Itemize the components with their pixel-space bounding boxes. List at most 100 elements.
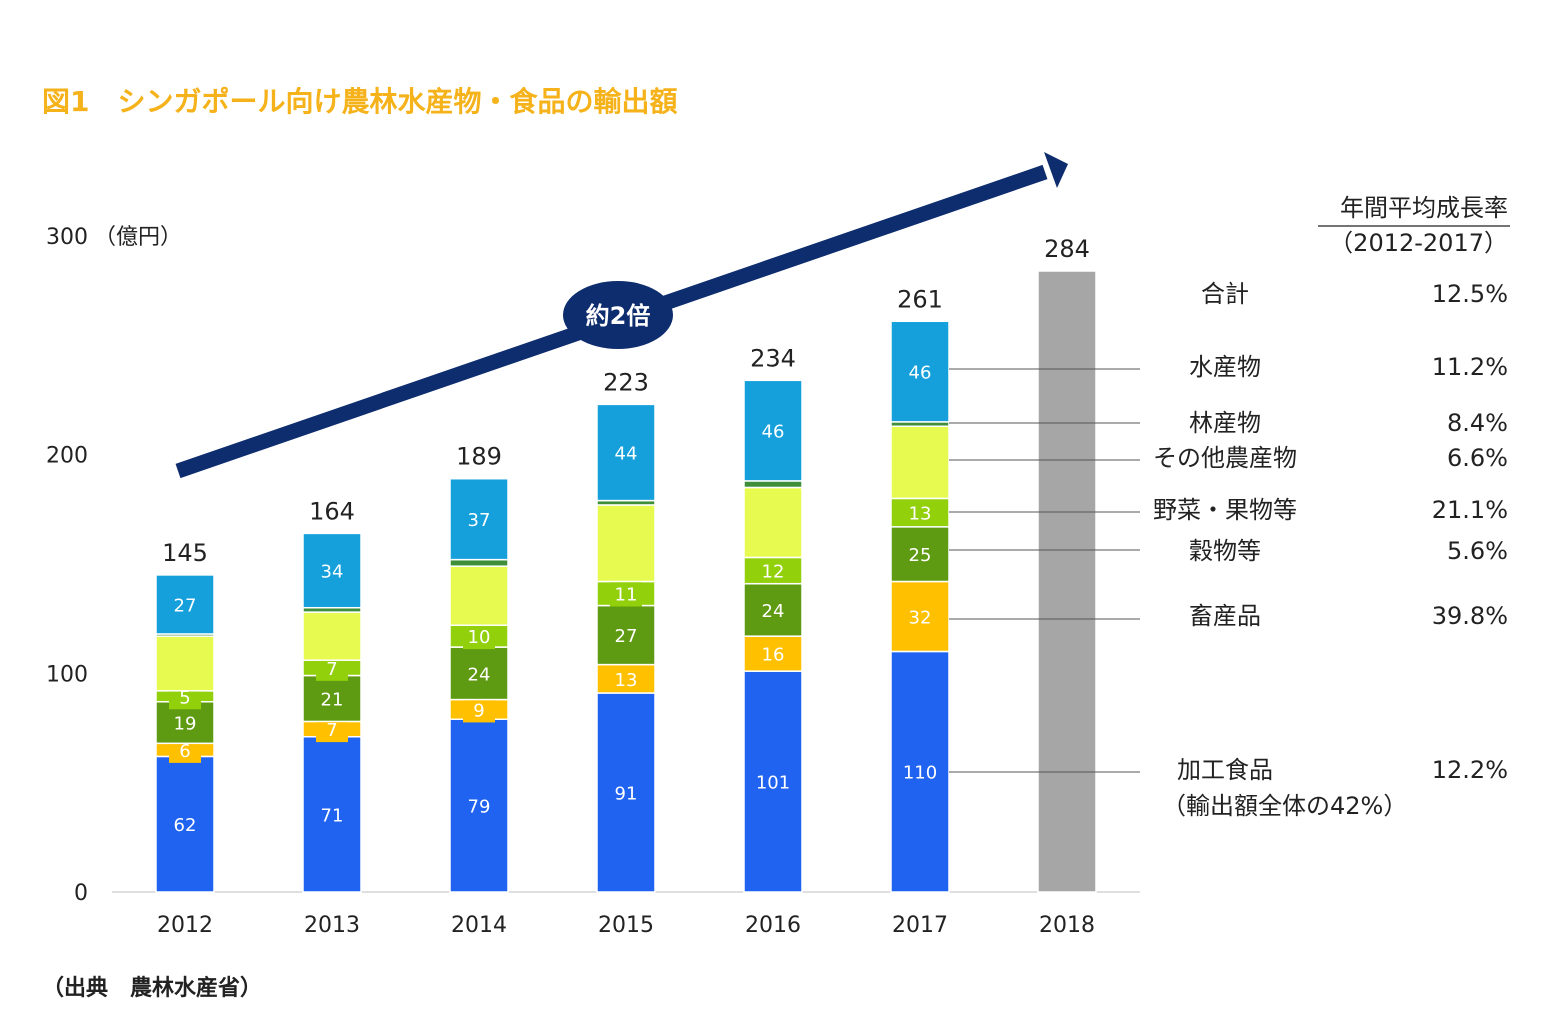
y-axis: 0 100 200 300 （億円） 2012 2013 2014 2015 2016 2017 20… xyxy=(46,225,1140,938)
bar-segment xyxy=(1037,270,1097,893)
bar-segment xyxy=(743,635,803,672)
bar-segment xyxy=(890,497,950,528)
data-label: 110 xyxy=(903,763,937,784)
data-label: 46 xyxy=(909,363,932,384)
data-label: 16 xyxy=(762,645,785,666)
bar-segment xyxy=(596,403,656,502)
table-period: （2012-2017） xyxy=(1329,229,1508,257)
table-row-rate: 39.8% xyxy=(1432,602,1508,630)
table-row-name: 水産物 xyxy=(1189,353,1261,381)
data-label: 27 xyxy=(615,626,638,647)
x-tick-label: 2017 xyxy=(892,913,948,938)
leader-lines xyxy=(949,368,1140,773)
table-row-rate: 21.1% xyxy=(1432,496,1508,524)
data-label: 25 xyxy=(909,545,932,566)
data-label: 44 xyxy=(615,443,638,464)
data-label: 91 xyxy=(615,784,638,805)
data-label: 10 xyxy=(468,627,491,648)
bar-segment xyxy=(743,670,803,893)
bar-segment xyxy=(449,558,509,567)
bar-segment xyxy=(155,755,215,893)
data-label: 62 xyxy=(174,815,197,836)
x-tick-label: 2018 xyxy=(1039,913,1095,938)
bar-segment xyxy=(596,663,656,694)
bar-segment xyxy=(743,582,803,637)
data-label: 24 xyxy=(468,664,491,685)
bar-segment xyxy=(155,635,215,692)
arrow-head xyxy=(1044,152,1068,188)
data-label: 71 xyxy=(321,805,344,826)
table-row-name: 加工食品 xyxy=(1177,756,1273,784)
x-tick-label: 2016 xyxy=(745,913,801,938)
bar-segment xyxy=(890,425,950,500)
table-row-name: 畜産品 xyxy=(1189,602,1261,630)
x-tick-label: 2013 xyxy=(304,913,360,938)
table-row-name: 合計 xyxy=(1201,280,1249,308)
data-label: 32 xyxy=(909,607,932,628)
bar-segment xyxy=(890,650,950,893)
bar-segment xyxy=(155,574,215,635)
total-label: 223 xyxy=(603,368,649,396)
chart-title: 図1 シンガポール向け農林水産物・食品の輸出額 xyxy=(42,85,678,118)
data-label: 7 xyxy=(326,720,337,741)
table-row-rate: 5.6% xyxy=(1447,537,1508,565)
bar-segment xyxy=(890,320,950,423)
bar-segment xyxy=(743,486,803,559)
y-tick-label: 200 xyxy=(46,444,88,469)
table-row-rate: 8.4% xyxy=(1447,409,1508,437)
data-label: 21 xyxy=(321,689,344,710)
arrow-badge xyxy=(563,281,673,349)
bar-segment xyxy=(596,504,656,583)
data-label: 34 xyxy=(321,562,344,583)
data-label: 9 xyxy=(473,700,484,721)
bar-segment xyxy=(449,646,509,701)
data-label: 5 xyxy=(179,687,190,708)
table-row-name: 林産物 xyxy=(1189,409,1261,437)
x-tick-label: 2012 xyxy=(157,913,213,938)
growth-arrow: 約2倍 xyxy=(175,152,1068,479)
label-badge xyxy=(463,623,495,650)
bar-segment xyxy=(449,565,509,626)
bar-segment xyxy=(743,480,803,489)
growth-rate-table: 年間平均成長率 （2012-2017） 合計 12.5% 水産物 11.2% 林産物 8.4%… xyxy=(1153,194,1510,820)
source-note: （出典 農林水産省） xyxy=(42,976,263,1001)
table-row-name: 穀物等 xyxy=(1189,537,1261,565)
data-label: 11 xyxy=(615,585,638,606)
bar-segment xyxy=(155,701,215,745)
data-label: 46 xyxy=(762,422,785,443)
y-tick-label: 100 xyxy=(46,662,88,687)
total-label: 145 xyxy=(162,539,208,567)
y-tick-label: 0 xyxy=(74,881,88,906)
data-label: 6 xyxy=(179,741,190,762)
x-tick-label: 2014 xyxy=(451,913,507,938)
data-label: 27 xyxy=(174,595,197,616)
table-row-rate: 6.6% xyxy=(1447,444,1508,472)
table-row-note: （輸出額全体の42%） xyxy=(1162,792,1407,820)
bar-segment xyxy=(890,580,950,653)
data-label: 24 xyxy=(762,601,785,622)
data-label: 79 xyxy=(468,797,491,818)
table-row-rate: 12.5% xyxy=(1432,280,1508,308)
bars: 62 6 19 5 27 145 71 7 21 7 34 164 79 9 24 10 37 189 91 13 27… xyxy=(155,235,1097,893)
y-tick-label: 300 xyxy=(46,225,88,250)
data-label: 13 xyxy=(909,504,932,525)
x-tick-label: 2015 xyxy=(598,913,654,938)
table-header: 年間平均成長率 xyxy=(1340,194,1508,222)
bar-segment xyxy=(743,379,803,482)
bar-segment xyxy=(302,611,362,661)
bar-segment xyxy=(302,532,362,609)
total-label: 284 xyxy=(1044,235,1090,263)
total-label: 189 xyxy=(456,443,502,471)
table-row-name: 野菜・果物等 xyxy=(1153,496,1297,524)
total-label: 234 xyxy=(750,344,796,372)
bar-segment xyxy=(449,477,509,561)
total-label: 261 xyxy=(897,285,943,313)
data-label: 37 xyxy=(468,510,491,531)
label-badge xyxy=(463,696,495,723)
label-badge xyxy=(610,580,642,607)
total-label: 164 xyxy=(309,497,355,525)
table-row-rate: 11.2% xyxy=(1432,353,1508,381)
data-label: 101 xyxy=(756,773,790,794)
data-label: 7 xyxy=(326,659,337,680)
